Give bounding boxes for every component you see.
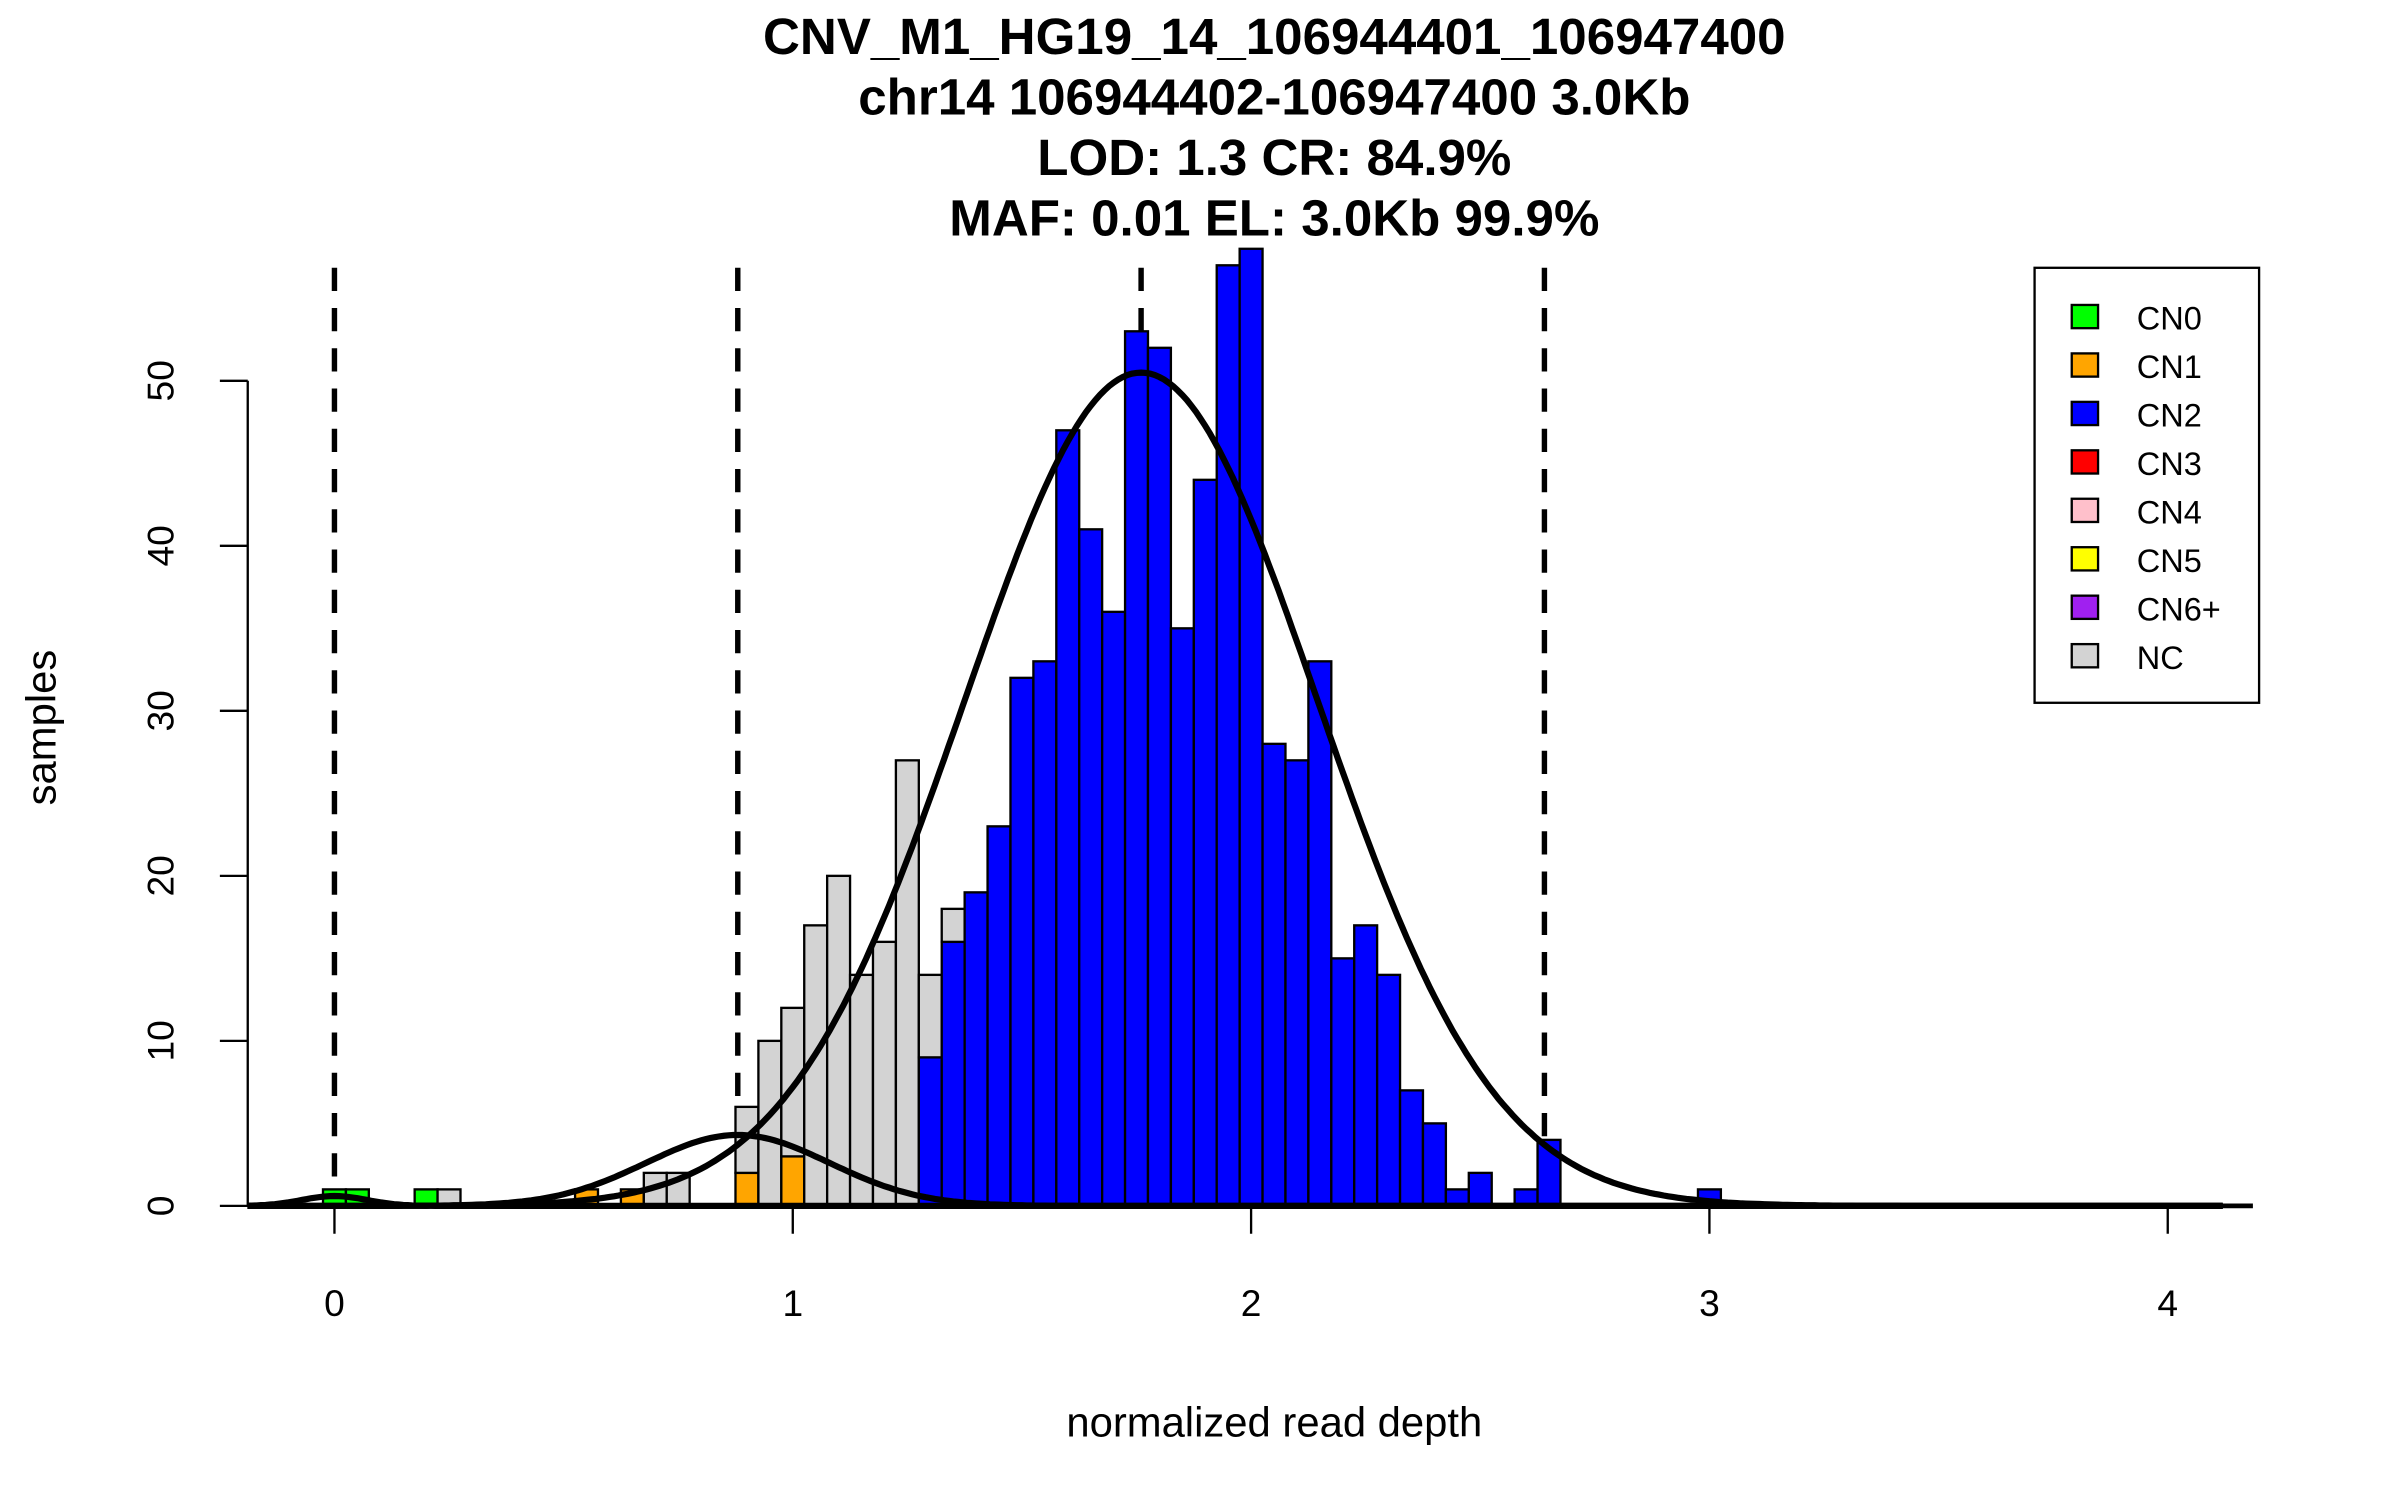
legend-label: CN6+	[2137, 591, 2221, 627]
bars	[321, 247, 1723, 1208]
x-tick-label: 2	[1241, 1282, 1262, 1324]
bar-cn2	[1146, 346, 1173, 1208]
bar-cn2	[1467, 1171, 1493, 1208]
y-tick-label: 10	[139, 1020, 181, 1061]
legend-label: CN0	[2137, 301, 2202, 337]
bar-cn2	[917, 1056, 943, 1208]
bar-cn2	[1375, 973, 1402, 1208]
y-axis-label: samples	[18, 650, 65, 806]
bar-cn2	[1215, 264, 1241, 1208]
y-axis: 0 10 20 30 40 50	[139, 360, 249, 1217]
bar-cn2	[1078, 528, 1104, 1208]
x-axis-label: normalized read depth	[1066, 1399, 1482, 1446]
legend-swatch-cn0	[2070, 303, 2100, 330]
y-tick-label: 20	[139, 855, 181, 896]
legend: CN0 CN1 CN2 CN3 CN4 CN5 CN6+ NC	[2033, 266, 2261, 704]
bar-cn2	[1238, 247, 1264, 1208]
x-axis: 0 1 2 3 4	[324, 1204, 2178, 1324]
x-tick-label: 4	[2157, 1282, 2178, 1324]
bar-cn2	[1421, 1122, 1448, 1208]
bar-nc	[917, 973, 943, 1059]
legend-label: CN5	[2137, 543, 2202, 579]
bar-cn2	[1009, 676, 1035, 1208]
legend-swatch-cn2	[2070, 400, 2100, 427]
title-line-1: CNV_M1_HG19_14_106944401_106947400	[763, 8, 1786, 65]
bar-cn2	[1169, 627, 1195, 1208]
legend-swatch-nc	[2070, 642, 2100, 669]
x-tick-label: 1	[782, 1282, 803, 1324]
bar-nc	[894, 759, 920, 1208]
legend-swatch-cn1	[2070, 352, 2100, 378]
y-tick-label: 50	[139, 360, 181, 401]
bar-cn2	[1398, 1089, 1425, 1208]
legend-box	[2033, 266, 2261, 704]
bar-nc	[825, 874, 852, 1208]
bar-cn2	[1284, 759, 1310, 1208]
x-tick-label: 0	[324, 1282, 345, 1324]
bar-cn2	[1123, 330, 1150, 1208]
bar-cn1	[780, 1155, 806, 1208]
bar-cn2	[1032, 660, 1058, 1208]
legend-label: CN1	[2137, 349, 2202, 385]
legend-label: CN4	[2137, 495, 2202, 531]
legend-label: NC	[2137, 640, 2184, 676]
bar-cn2	[1330, 957, 1356, 1208]
y-tick-label: 30	[139, 690, 181, 731]
bar-cn2	[1192, 478, 1218, 1208]
bar-cn2	[986, 825, 1012, 1208]
legend-label: CN2	[2137, 398, 2202, 434]
title-line-4: MAF: 0.01 EL: 3.0Kb 99.9%	[949, 189, 1599, 246]
legend-swatch-cn6plus	[2070, 594, 2100, 621]
bar-nc	[940, 907, 966, 944]
bar-cn2	[1307, 660, 1333, 1208]
bar-cn2	[1100, 610, 1127, 1208]
bar-cn2	[1261, 742, 1287, 1208]
title-line-2: chr14 106944402-106947400 3.0Kb	[858, 69, 1690, 126]
bar-cn2	[1055, 429, 1081, 1208]
bar-cn2	[940, 940, 966, 1208]
bar-cn2	[963, 891, 989, 1208]
title-line-3: LOD: 1.3 CR: 84.9%	[1037, 129, 1511, 186]
bar-cn2	[1353, 924, 1379, 1208]
y-tick-label: 0	[139, 1196, 181, 1217]
bar-nc	[871, 940, 898, 1208]
legend-swatch-cn5	[2070, 546, 2100, 572]
y-tick-label: 40	[139, 525, 181, 566]
legend-label: CN3	[2137, 446, 2202, 482]
bar-cn1	[734, 1171, 760, 1208]
legend-swatch-cn4	[2070, 497, 2100, 524]
chart-title: CNV_M1_HG19_14_106944401_106947400 chr14…	[763, 8, 1786, 246]
legend-swatch-cn3	[2070, 449, 2100, 475]
x-tick-label: 3	[1699, 1282, 1720, 1324]
